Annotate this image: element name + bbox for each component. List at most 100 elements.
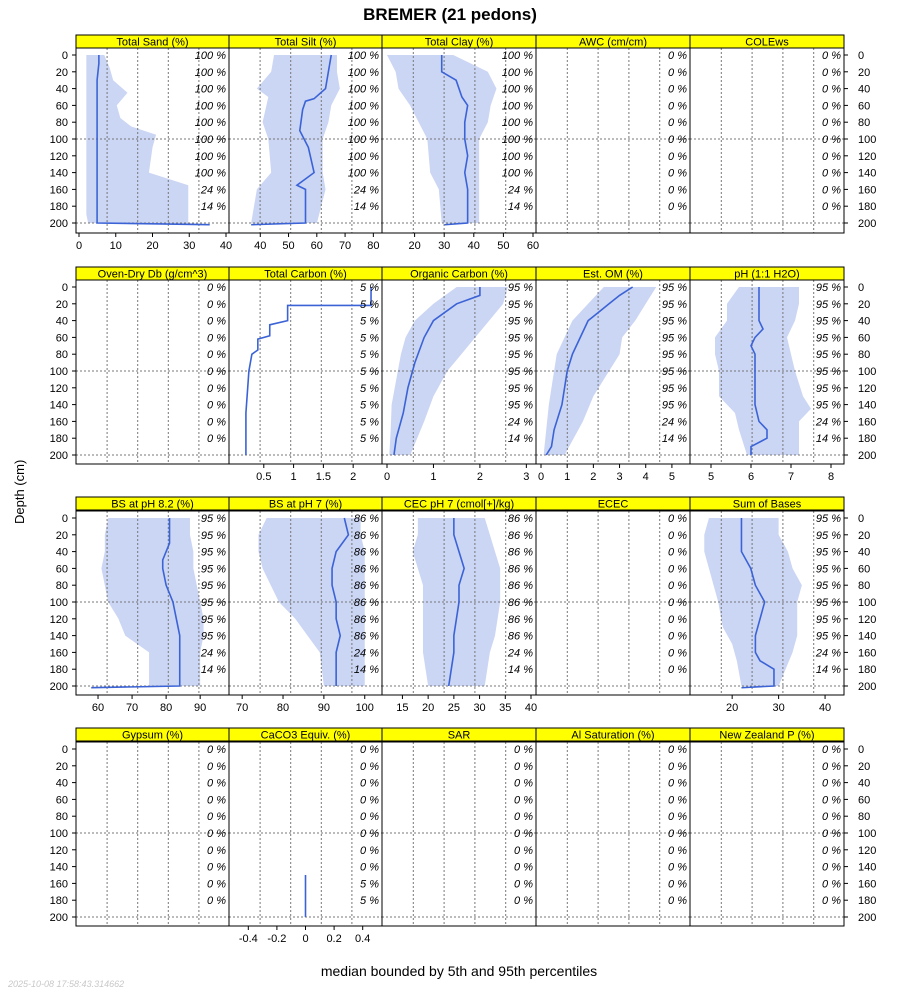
sample-percent: 14 % [816, 433, 841, 445]
x-tick-label: 5 [669, 471, 675, 483]
sample-percent: 0 % [668, 84, 687, 96]
y-tick-label: 140 [858, 400, 876, 412]
panel-frame [689, 741, 845, 927]
sample-percent: 95 % [816, 400, 841, 412]
sample-percent: 0 % [668, 201, 687, 213]
y-tick-label: 140 [858, 168, 876, 180]
sample-percent: 95 % [662, 332, 687, 344]
panel-strip [689, 496, 845, 511]
sample-percent: 0 % [514, 862, 533, 874]
sample-percent: 0 % [514, 744, 533, 756]
sample-percent: 95 % [662, 282, 687, 294]
sample-percent: 0 % [668, 117, 687, 129]
sample-percent: 95 % [201, 547, 226, 559]
sample-percent: 95 % [816, 299, 841, 311]
sample-percent: 0 % [668, 580, 687, 592]
panel-title: Al Saturation (%) [571, 730, 654, 742]
sample-percent: 0 % [207, 828, 226, 840]
sample-percent: 0 % [668, 845, 687, 857]
sample-percent: 100 % [348, 67, 379, 79]
x-tick-label: 3 [616, 471, 622, 483]
sample-percent: 0 % [668, 614, 687, 626]
y-tick-label: 180 [858, 433, 876, 445]
sample-percent: 100 % [195, 100, 226, 112]
sample-percent: 0 % [207, 366, 226, 378]
y-tick-label: 20 [858, 299, 870, 311]
sample-percent: 95 % [816, 631, 841, 643]
y-tick-label: 140 [50, 400, 68, 412]
y-tick-label: 100 [50, 134, 68, 146]
y-tick-label: 0 [858, 744, 864, 756]
timestamp: 2025-10-08 17:58:43.314662 [8, 979, 125, 989]
sample-percent: 24 % [507, 416, 533, 428]
sample-percent: 100 % [348, 168, 379, 180]
y-tick-label: 0 [62, 513, 68, 525]
sample-percent: 14 % [201, 201, 226, 213]
sample-percent: 86 % [508, 631, 533, 643]
sample-percent: 0 % [668, 134, 687, 146]
y-tick-label: 80 [858, 580, 870, 592]
x-tick-label: 80 [160, 702, 172, 714]
sample-percent: 0 % [668, 794, 687, 806]
sample-percent: 86 % [354, 547, 379, 559]
sample-percent: 100 % [502, 168, 533, 180]
sample-percent: 95 % [508, 383, 533, 395]
sample-percent: 0 % [822, 794, 841, 806]
sample-percent: 24 % [661, 416, 687, 428]
x-tick-label: 1.5 [316, 471, 331, 483]
sample-percent: 0 % [207, 349, 226, 361]
y-tick-label: 140 [858, 862, 876, 874]
sample-percent: 100 % [502, 151, 533, 163]
sample-percent: 0 % [514, 828, 533, 840]
sample-percent: 100 % [502, 67, 533, 79]
sample-percent: 100 % [348, 134, 379, 146]
sample-percent: 86 % [354, 631, 379, 643]
median-line [750, 287, 768, 455]
sample-percent: 86 % [354, 530, 379, 542]
chart-title: BREMER (21 pedons) [363, 5, 537, 24]
y-tick-label: 80 [56, 349, 68, 361]
sample-percent: 5 % [360, 349, 379, 361]
sample-percent: 100 % [502, 84, 533, 96]
sample-percent: 0 % [360, 845, 379, 857]
y-tick-label: 140 [50, 631, 68, 643]
y-tick-label: 100 [858, 366, 876, 378]
y-tick-label: 120 [858, 151, 876, 163]
x-tick-label: 70 [236, 702, 248, 714]
sample-percent: 14 % [662, 433, 687, 445]
y-tick-label: 100 [50, 597, 68, 609]
sample-percent: 0 % [514, 761, 533, 773]
sample-percent: 0 % [822, 151, 841, 163]
sample-percent: 95 % [816, 332, 841, 344]
sample-percent: 95 % [201, 530, 226, 542]
sample-percent: 95 % [816, 513, 841, 525]
sample-percent: 0 % [207, 878, 226, 890]
sample-percent: 95 % [508, 316, 533, 328]
sample-percent: 100 % [195, 50, 226, 62]
x-tick-label: 2 [350, 471, 356, 483]
sample-percent: 14 % [354, 664, 379, 676]
y-tick-label: 40 [858, 778, 870, 790]
sample-percent: 24 % [200, 647, 226, 659]
sample-percent: 0 % [360, 862, 379, 874]
sample-percent: 0 % [207, 794, 226, 806]
sample-percent: 14 % [508, 433, 533, 445]
y-tick-label: 0 [858, 282, 864, 294]
sample-percent: 0 % [668, 647, 687, 659]
sample-percent: 5 % [360, 299, 379, 311]
panel-title: ECEC [598, 499, 629, 511]
sample-percent: 14 % [508, 201, 533, 213]
x-tick-label: 30 [473, 702, 485, 714]
sample-percent: 95 % [201, 631, 226, 643]
y-tick-label: 40 [56, 84, 68, 96]
y-tick-label: 0 [858, 513, 864, 525]
sample-percent: 0 % [207, 282, 226, 294]
x-tick-label: 90 [194, 702, 206, 714]
x-tick-label: 2 [477, 471, 483, 483]
sample-percent: 95 % [816, 614, 841, 626]
x-tick-label: 25 [448, 702, 460, 714]
y-tick-label: 20 [858, 761, 870, 773]
y-tick-label: 120 [858, 845, 876, 857]
sample-percent: 100 % [348, 151, 379, 163]
sample-percent: 0 % [207, 761, 226, 773]
